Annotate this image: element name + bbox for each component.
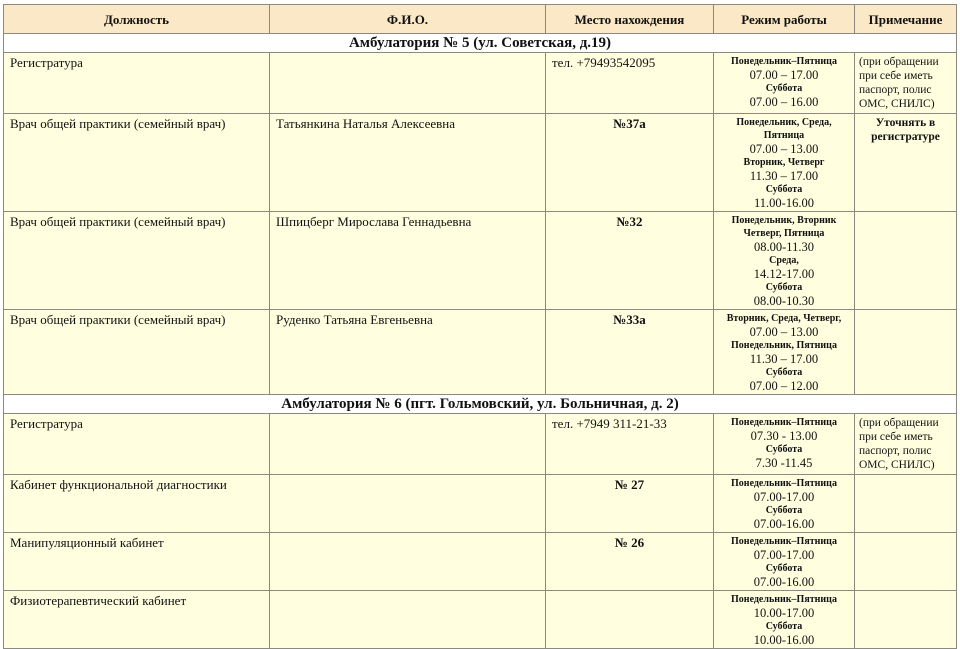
schedule-table: Должность Ф.И.О. Место нахождения Режим раб… [3, 4, 957, 649]
table-row: Кабинет функциональной диагностики № 27 По… [3, 474, 957, 533]
schedule-hours: 07.00 – 12.00 [749, 379, 819, 393]
schedule-days: Суббота [765, 505, 803, 516]
location-cell: №37а [545, 113, 714, 212]
table-row: Врач общей практики (семейный врач) Шпицб… [3, 211, 957, 310]
note-cell: (при обращении при себе иметь паспорт, п… [854, 413, 957, 475]
schedule-hours: 07.00-16.00 [753, 517, 815, 531]
section-title: Амбулатория № 6 (пгт. Гольмовский, ул. Б… [3, 394, 957, 414]
column-header-schedule: Режим работы [713, 4, 855, 34]
note-cell [854, 309, 957, 395]
section-row: Амбулатория № 5 (ул. Советская, д.19) [3, 33, 957, 53]
position-cell: Врач общей практики (семейный врач) [3, 309, 270, 395]
name-cell [269, 474, 546, 533]
location-cell: тел. +7949 311-21-33 [545, 413, 714, 475]
schedule-cell: Понедельник–Пятница 07.00-17.00 Суббота 07.… [713, 474, 855, 533]
table-row: Физиотерапевтический кабинет Понедельник–… [3, 590, 957, 649]
note-cell [854, 590, 957, 649]
location-cell: № 26 [545, 532, 714, 591]
schedule-hours: 08.00-11.30 [754, 240, 814, 254]
position-cell: Врач общей практики (семейный врач) [3, 211, 270, 310]
schedule-hours: 07.00 – 17.00 [749, 68, 819, 82]
section-row: Амбулатория № 6 (пгт. Гольмовский, ул. Б… [3, 394, 957, 414]
schedule-days: Вторник, Четверг [743, 157, 825, 168]
position-cell: Врач общей практики (семейный врач) [3, 113, 270, 212]
schedule-hours: 11.00-16.00 [754, 196, 814, 210]
schedule-days: Суббота [765, 367, 803, 378]
name-cell: Руденко Татьяна Евгеньевна [269, 309, 546, 395]
column-header-position: Должность [3, 4, 270, 34]
location-cell: тел. +79493542095 [545, 52, 714, 114]
table-row: Манипуляционный кабинет № 26 Понедельник–П… [3, 532, 957, 591]
column-header-note: Примечание [854, 4, 957, 34]
location-cell [545, 590, 714, 649]
schedule-days: Понедельник–Пятница [731, 536, 837, 547]
note-cell [854, 532, 957, 591]
schedule-cell: Понедельник, Среда, Пятница 07.00 – 13.00… [713, 113, 855, 212]
schedule-hours: 11.30 – 17.00 [749, 169, 819, 183]
schedule-cell: Понедельник–Пятница 07.30 - 13.00 Суббота 7… [713, 413, 855, 475]
schedule-cell: Понедельник–Пятница 10.00-17.00 Суббота 10.… [713, 590, 855, 649]
note-cell: Уточнять в регистратуре [854, 113, 957, 212]
header-row: Должность Ф.И.О. Место нахождения Режим раб… [3, 4, 957, 34]
schedule-days: Понедельник, Пятница [731, 340, 837, 351]
schedule-days: Среда, [769, 255, 799, 266]
position-cell: Регистратура [3, 413, 270, 475]
schedule-cell: Понедельник, Вторник Четверг, Пятница 08.… [713, 211, 855, 310]
location-cell: №33а [545, 309, 714, 395]
schedule-hours: 14.12-17.00 [753, 267, 815, 281]
schedule-days: Суббота [765, 563, 803, 574]
schedule-cell: Вторник, Среда, Четверг, 07.00 – 13.00 Пон… [713, 309, 855, 395]
schedule-days: Суббота [765, 83, 803, 94]
schedule-days: Суббота [765, 282, 803, 293]
schedule-cell: Понедельник–Пятница 07.00-17.00 Суббота 07.… [713, 532, 855, 591]
schedule-hours: 7.30 -11.45 [755, 456, 813, 470]
schedule-hours: 07.00 – 13.00 [749, 142, 819, 156]
schedule-hours: 10.00-17.00 [753, 606, 815, 620]
table-row: Регистратура тел. +79493542095 Понедельник… [3, 52, 957, 114]
position-cell: Регистратура [3, 52, 270, 114]
location-cell: №32 [545, 211, 714, 310]
schedule-hours: 07.00-17.00 [753, 490, 815, 504]
schedule-hours: 08.00-10.30 [753, 294, 815, 308]
position-cell: Манипуляционный кабинет [3, 532, 270, 591]
schedule-hours: 07.00 – 13.00 [749, 325, 819, 339]
schedule-hours: 10.00-16.00 [753, 633, 815, 647]
schedule-hours: 07.00 – 16.00 [749, 95, 819, 109]
schedule-days: Понедельник–Пятница [731, 417, 837, 428]
name-cell: Татьянкина Наталья Алексеевна [269, 113, 546, 212]
location-cell: № 27 [545, 474, 714, 533]
schedule-days: Вторник, Среда, Четверг, [726, 313, 842, 324]
schedule-days: Понедельник–Пятница [731, 594, 837, 605]
section-title: Амбулатория № 5 (ул. Советская, д.19) [3, 33, 957, 53]
schedule-days: Понедельник, Среда, Пятница [736, 117, 832, 141]
table-row: Врач общей практики (семейный врач) Татья… [3, 113, 957, 212]
schedule-days: Понедельник–Пятница [731, 478, 837, 489]
schedule-hours: 07.00-16.00 [753, 575, 815, 589]
position-cell: Физиотерапевтический кабинет [3, 590, 270, 649]
column-header-name: Ф.И.О. [269, 4, 546, 34]
name-cell [269, 590, 546, 649]
schedule-days: Понедельник–Пятница [731, 56, 837, 67]
name-cell [269, 413, 546, 475]
column-header-location: Место нахождения [545, 4, 714, 34]
schedule-days: Суббота [765, 184, 803, 195]
name-cell [269, 532, 546, 591]
note-cell [854, 211, 957, 310]
name-cell: Шпицберг Мирослава Геннадьевна [269, 211, 546, 310]
schedule-hours: 07.00-17.00 [753, 548, 815, 562]
note-cell [854, 474, 957, 533]
note-cell: (при обращении при себе иметь паспорт, п… [854, 52, 957, 114]
table-row: Регистратура тел. +7949 311-21-33 Понедель… [3, 413, 957, 475]
schedule-cell: Понедельник–Пятница 07.00 – 17.00 Суббота 0… [713, 52, 855, 114]
schedule-days: Понедельник, Вторник Четверг, Пятница [731, 215, 837, 239]
position-cell: Кабинет функциональной диагностики [3, 474, 270, 533]
schedule-days: Суббота [765, 444, 803, 455]
schedule-hours: 11.30 – 17.00 [749, 352, 819, 366]
table-row: Врач общей практики (семейный врач) Руден… [3, 309, 957, 395]
name-cell [269, 52, 546, 114]
schedule-hours: 07.30 - 13.00 [750, 429, 818, 443]
